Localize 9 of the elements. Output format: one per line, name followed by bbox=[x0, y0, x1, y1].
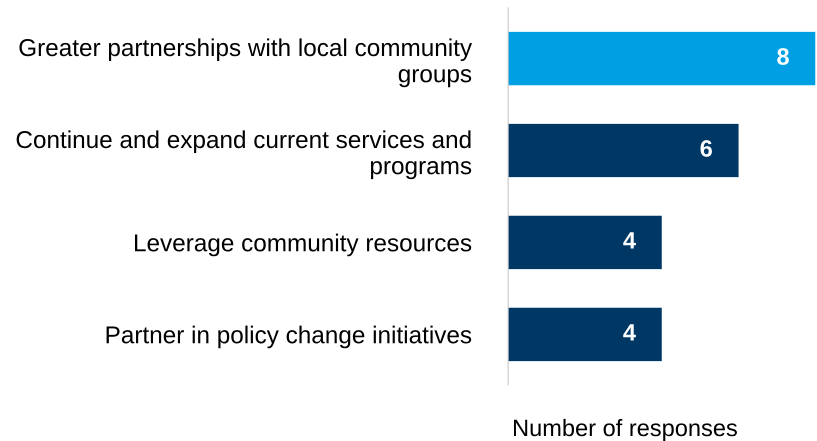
y-tick-label: Partner in policy change initiatives bbox=[106, 326, 472, 348]
y-tick-label: Leverage community resources bbox=[135, 234, 472, 256]
data-label: 8 bbox=[777, 48, 789, 65]
x-axis-title: Number of responses bbox=[514, 418, 737, 441]
data-label: 4 bbox=[623, 324, 636, 341]
y-tick-label: Greater partnerships with local community groups bbox=[19, 38, 472, 88]
y-tick-label: Continue and expand current services and programs bbox=[16, 130, 472, 180]
data-label: 6 bbox=[700, 140, 712, 157]
data-label: 4 bbox=[623, 232, 636, 249]
